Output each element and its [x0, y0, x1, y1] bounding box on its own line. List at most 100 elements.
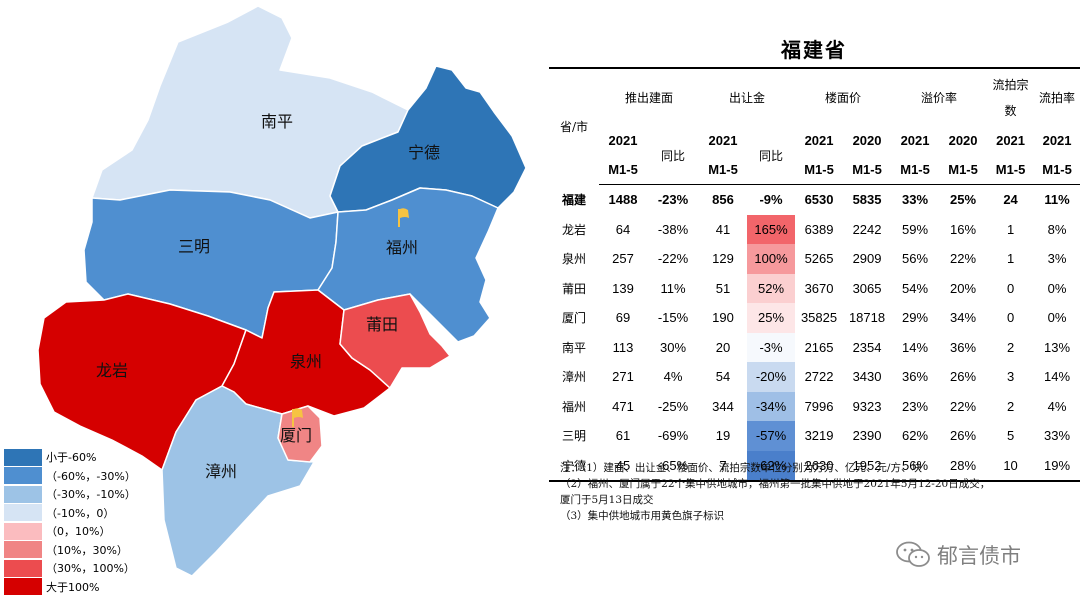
cell-area-yoy: -65%: [647, 450, 700, 482]
legend-swatch: [4, 504, 42, 522]
header-period: M1-5: [599, 155, 647, 185]
header-period: M1-5: [891, 155, 940, 185]
cell-area: 113: [612, 339, 634, 355]
cell-fee-yoy: 100%: [747, 244, 796, 274]
legend-swatch: [4, 467, 42, 485]
cell-name: 莆田: [561, 281, 586, 296]
cell-failed: 2: [1006, 339, 1015, 355]
cell-price20: 2354: [852, 339, 882, 355]
cell-prem21: 59%: [902, 221, 929, 237]
cell-area: 271: [612, 369, 634, 385]
table-notes: 注：（1）建面、出让金、楼面价、流拍宗数单位分别为万方、亿元、元/方、块 （2）…: [560, 460, 990, 524]
cell-fee-yoy: -34%: [747, 391, 796, 421]
cell-fail-rate: 33%: [1044, 428, 1071, 444]
legend-item: （10%，30%）: [4, 541, 136, 560]
cell-fee-yoy: 52%: [747, 273, 796, 303]
cell-area-yoy: -22%: [657, 251, 689, 267]
cell-fee: 344: [712, 398, 734, 414]
region-label: 南平: [261, 112, 293, 131]
legend-item: （30%，100%）: [4, 559, 136, 578]
legend-item: 大于100%: [4, 578, 136, 597]
cell-price21: 3219: [804, 428, 834, 444]
cell-fail-rate: 19%: [1034, 450, 1080, 482]
region-putian[interactable]: [339, 293, 451, 389]
cell-fee: 19: [715, 428, 731, 444]
cell-name: 宁德: [549, 450, 599, 482]
table-row: 宁德 45 -65% 7 -62% 2630 1952 56% 28% 10 19%: [549, 450, 1080, 482]
cell-fee-yoy: -9%: [747, 184, 796, 215]
legend-swatch: [4, 578, 42, 596]
cell-fee: 54: [715, 369, 731, 385]
cell-prem20: 36%: [950, 339, 977, 355]
cell-area-yoy: 11%: [660, 280, 686, 296]
cell-fee: 129: [712, 251, 734, 267]
cell-fail-rate: 11%: [1044, 192, 1070, 208]
region-xiamen[interactable]: [277, 405, 323, 463]
legend-swatch: [4, 541, 42, 559]
cell-price21: 2165: [804, 339, 834, 355]
cell-failed: 5: [1006, 428, 1015, 444]
legend-label: （30%，100%）: [46, 562, 135, 576]
region-label: 厦门: [280, 426, 312, 445]
cell-prem20: 25%: [950, 192, 977, 208]
cell-price20: 3065: [852, 280, 882, 296]
header-year: 2021: [708, 133, 738, 148]
legend-label: （10%，30%）: [46, 543, 128, 557]
map-legend: 小于-60% （-60%，-30%） （-30%，-10%） （-10%，0） （0，1…: [4, 448, 136, 596]
table-row: 龙岩 64 -38% 41 165% 6389 2242 59% 16% 1 8%: [549, 214, 1080, 244]
legend-label: （0，10%）: [46, 525, 111, 539]
table-row: 三明 61 -69% 19 -57% 3219 2390 62% 26% 5 33%: [549, 421, 1080, 451]
cell-price20: 2909: [852, 251, 882, 267]
legend-swatch: [4, 559, 42, 577]
header-group: 推出建面: [625, 91, 674, 105]
table-title: 福建省: [781, 38, 847, 62]
header-period: M1-5: [795, 155, 844, 185]
cell-area: 64: [615, 221, 631, 237]
cell-price20: 9323: [852, 398, 882, 414]
watermark-text: 郁言债市: [937, 544, 1021, 568]
cell-fee-yoy: -57%: [747, 421, 796, 451]
cell-failed: 2: [1006, 398, 1015, 414]
cell-price20: 5835: [852, 192, 882, 208]
header-group: 楼面价: [825, 91, 862, 105]
cell-prem21: 29%: [902, 310, 929, 326]
cell-area: 45: [599, 450, 647, 482]
cell-area-yoy: -38%: [657, 221, 689, 237]
cell-prem21: 14%: [902, 339, 929, 355]
cell-prem20: 28%: [939, 450, 988, 482]
cell-price21: 3670: [804, 280, 834, 296]
legend-item: （-30%，-10%）: [4, 485, 136, 504]
cell-area: 139: [612, 280, 634, 296]
cell-name: 泉州: [561, 252, 586, 267]
header-year: 2020: [948, 133, 978, 148]
table-row: 厦门 69 -15% 190 25% 35825 18718 29% 34% 0 0%: [549, 303, 1080, 333]
cell-fail-rate: 13%: [1044, 339, 1071, 355]
cell-prem20: 26%: [950, 369, 977, 385]
cell-fail-rate: 14%: [1044, 369, 1071, 385]
cell-failed: 3: [1006, 369, 1015, 385]
legend-label: （-60%，-30%）: [46, 469, 136, 483]
cell-area: 69: [615, 310, 631, 326]
cell-failed: 10: [987, 450, 1035, 482]
cell-area: 257: [612, 251, 634, 267]
header-province: 省/市: [559, 120, 589, 135]
legend-item: （-10%，0）: [4, 504, 136, 523]
cell-area: 471: [612, 398, 634, 414]
cell-fee: 51: [715, 280, 731, 296]
header-period: M1-5: [699, 155, 748, 185]
header-year: 2021: [996, 133, 1026, 148]
cell-fee: 190: [712, 310, 734, 326]
cell-price20: 2242: [852, 221, 882, 237]
cell-failed: 1: [1006, 221, 1015, 237]
cell-prem21: 33%: [902, 192, 929, 208]
region-label: 莆田: [366, 315, 398, 334]
header-period: M1-5: [1034, 155, 1080, 185]
cell-fee-yoy: -3%: [747, 332, 796, 362]
header-period: M1-5: [987, 155, 1035, 185]
cell-price21: 6389: [804, 221, 834, 237]
table-row: 泉州 257 -22% 129 100% 5265 2909 56% 22% 1 3%: [549, 244, 1080, 274]
cell-price21: 35825: [800, 310, 838, 326]
cell-prem21: 56%: [891, 450, 940, 482]
cell-failed: 24: [1003, 192, 1018, 208]
land-data-table: 省/市 推出建面 出让金 楼面价 溢价率 流拍宗数 流拍率 2021 同比 2021…: [549, 67, 1080, 482]
